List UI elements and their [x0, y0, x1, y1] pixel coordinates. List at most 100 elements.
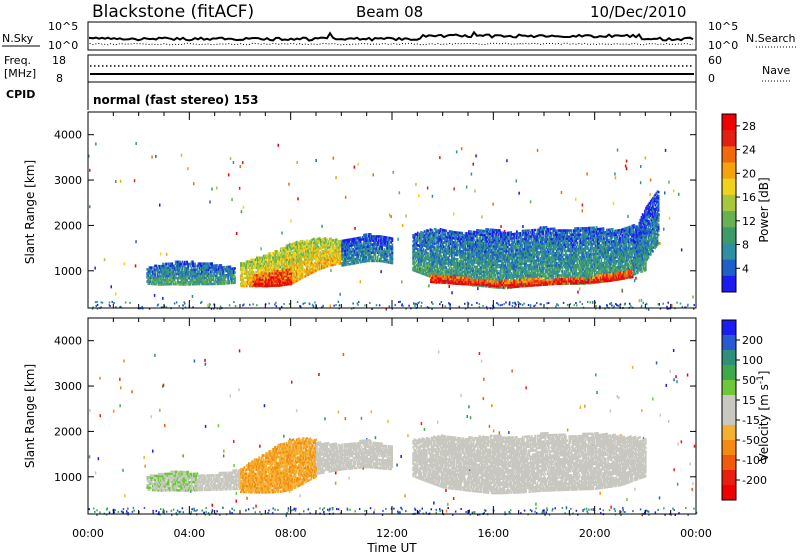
range-gate-cell	[302, 240, 304, 243]
noise-dot	[389, 214, 391, 217]
noise-dot	[506, 159, 508, 162]
noise-dot	[124, 262, 126, 265]
noise-dot	[135, 240, 137, 243]
noise-dot	[187, 167, 189, 170]
ground-echo	[96, 301, 98, 303]
noise-panel: N.Sky 10^5 10^0 10^5 10^0 N.Search	[2, 20, 798, 52]
noise-dot	[239, 187, 241, 190]
noise-dot	[216, 187, 218, 190]
range-gate-cell	[234, 271, 236, 274]
ground-echo	[268, 303, 270, 305]
noise-dot	[627, 215, 629, 218]
ground-echo	[687, 304, 689, 306]
ground-echo	[174, 303, 176, 305]
ground-echo	[201, 301, 203, 303]
range-gate-cell	[392, 244, 394, 247]
noise-dot	[669, 217, 671, 220]
range-gate-cell	[427, 230, 429, 233]
ground-echo	[96, 305, 98, 307]
ground-echo	[680, 303, 682, 305]
noise-dot	[330, 304, 332, 307]
ground-echo	[606, 304, 608, 306]
noise-dot	[401, 280, 403, 283]
noise-dot	[621, 289, 623, 292]
ground-echo	[252, 303, 254, 305]
range-gate-cell	[194, 263, 196, 266]
ground-echo	[613, 305, 615, 307]
ground-echo	[530, 304, 532, 306]
range-gate-cell	[384, 248, 386, 251]
noise-tick-right-bottom: 10^0	[708, 39, 738, 52]
ground-echo	[439, 303, 441, 305]
noise-dot	[518, 192, 520, 195]
ground-echo	[624, 304, 626, 306]
ground-echo	[313, 306, 315, 308]
noise-dot	[333, 157, 335, 160]
noise-tick-left-bottom: 10^0	[48, 39, 78, 52]
noise-dot	[390, 215, 392, 218]
noise-dot	[211, 188, 213, 191]
ground-echo	[276, 305, 278, 307]
ground-echo	[500, 304, 502, 306]
range-gate-cell	[290, 268, 292, 271]
ground-echo	[630, 305, 632, 307]
noise-dot	[135, 264, 137, 267]
noise-dot	[586, 173, 588, 176]
ground-echo	[229, 304, 231, 306]
freq-panel: Freq. [MHz] 18 8 60 0 Nave	[4, 54, 790, 85]
ground-echo	[112, 301, 114, 303]
noise-dot	[579, 288, 581, 291]
noise-dot	[345, 196, 347, 199]
noise-dot	[115, 180, 117, 183]
noise-dot	[120, 180, 122, 183]
freq-label: Freq.	[4, 54, 31, 67]
noise-dot	[427, 187, 429, 190]
range-gate-cell	[269, 272, 271, 275]
ground-echo	[514, 302, 516, 304]
noise-dot	[613, 202, 615, 205]
range-gate-cell	[423, 248, 425, 251]
noise-dot	[665, 149, 667, 152]
noise-dot	[288, 183, 290, 186]
noise-dot	[402, 224, 404, 227]
ground-echo	[389, 305, 391, 307]
noise-dot	[242, 161, 244, 164]
ground-echo	[432, 303, 434, 305]
ground-echo	[509, 301, 511, 303]
noise-dot	[451, 291, 453, 294]
ground-echo	[109, 302, 111, 304]
noise-dot	[681, 248, 683, 251]
noise-search-trace	[90, 43, 693, 44]
noise-dot	[393, 171, 395, 174]
nsky-label: N.Sky	[2, 32, 34, 45]
noise-dot	[615, 176, 617, 179]
noise-dot	[380, 270, 382, 273]
noise-dot	[692, 296, 694, 299]
noise-dot	[330, 269, 332, 272]
ground-echo	[450, 303, 452, 305]
noise-dot	[664, 191, 666, 194]
noise-dot	[617, 149, 619, 152]
range-gate-cell	[357, 261, 359, 264]
noise-dot	[241, 210, 243, 213]
ground-echo	[233, 301, 235, 303]
ground-echo	[274, 304, 276, 306]
noise-dot	[449, 285, 451, 288]
ground-echo	[528, 304, 530, 306]
noise-dot	[94, 267, 96, 270]
ground-echo	[304, 302, 306, 304]
ground-echo	[420, 305, 422, 307]
range-gate-cell	[445, 230, 447, 233]
noise-dot	[321, 225, 323, 228]
noise-dot	[134, 179, 136, 182]
ground-echo	[314, 301, 316, 303]
ground-echo	[157, 304, 159, 306]
ground-echo	[476, 302, 478, 304]
noise-dot	[397, 238, 399, 241]
noise-dot	[537, 149, 539, 152]
range-gate-cell	[470, 230, 472, 233]
ground-echo	[540, 303, 542, 305]
noise-dot	[281, 232, 283, 235]
range-gate-cell	[392, 237, 394, 240]
